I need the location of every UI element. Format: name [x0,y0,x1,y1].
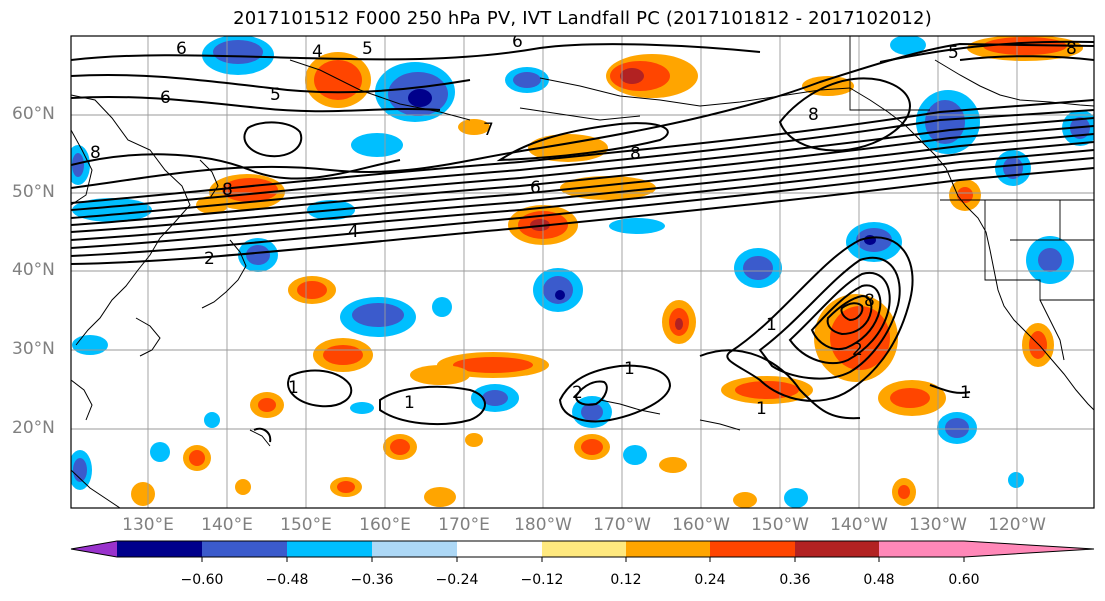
contour-label: 1 [756,399,767,419]
lon-label: 130°W [909,515,967,535]
lon-label: 170°W [593,515,651,535]
map-panel: 6 5 4 6 5 8 7 8 6 8 8 5 6 4 2 1 1 2 1 1 … [71,32,1094,508]
colorbar-segment [372,541,457,557]
contour-label: 5 [362,39,373,59]
map-title: 2017101512 F000 250 hPa PV, IVT Landfall… [233,8,932,29]
colorbar [70,540,1095,562]
lon-label: 120°W [988,515,1046,535]
lon-label: 180°W [514,515,572,535]
contour-label: 4 [348,222,359,242]
colorbar-extend-high [964,541,1094,557]
contour-label: 8 [630,144,641,164]
contour-label: 1 [288,378,299,398]
colorbar-segment [287,541,372,557]
contour-label: 8 [1066,39,1077,59]
colorbar-tick-label: −0.12 [520,572,564,588]
contour-label: 4 [312,42,323,62]
contour-label: 8 [90,143,101,163]
contour-label: 8 [864,291,875,311]
colorbar-segment [795,541,879,557]
contour-label: 1 [766,315,777,335]
contour-label: 1 [624,359,635,379]
colorbar-outline [70,540,1095,558]
lon-label: 160°E [359,515,411,535]
lon-label: 160°W [672,515,730,535]
colorbar-extend-low [71,541,117,557]
lon-label: 150°W [751,515,809,535]
colorbar-segment [117,541,202,557]
colorbar-segment [710,541,795,557]
contour-label: 5 [270,85,281,105]
colorbar-tick-label: 0.36 [779,572,811,588]
contour-label: 5 [948,43,959,63]
ivt-contours [71,40,1094,265]
map-frame [70,35,1095,509]
contour-label: 6 [176,39,187,59]
lon-label: 140°E [201,515,253,535]
contour-label: 2 [204,249,215,269]
lat-label: 50°N [12,182,55,202]
contour-label: 8 [222,180,233,200]
lat-label: 40°N [12,260,55,280]
contour-label: 2 [852,340,863,360]
political-borders [849,36,1094,301]
lat-label: 30°N [12,339,55,359]
colorbar-segment [542,541,626,557]
lat-label: 60°N [12,104,55,124]
pv-anomaly-shading [71,36,1094,508]
lon-label: 130°E [122,515,174,535]
contour-label: 7 [483,120,494,140]
contour-label: 1 [404,393,415,413]
colorbar-tick-label: −0.60 [180,572,224,588]
lon-label: 140°W [830,515,888,535]
colorbar-tick-label: −0.36 [350,572,394,588]
coastlines [71,59,1094,508]
colorbar-tick-label: 0.48 [863,572,895,588]
colorbar-tick-label: 0.60 [948,572,980,588]
colorbar-segment [202,541,287,557]
contour-label: 6 [530,178,541,198]
contour-label: 2 [572,383,583,403]
colorbar-tick-label: 0.24 [694,572,726,588]
lon-label: 170°E [438,515,490,535]
lat-label: 20°N [12,418,55,438]
colorbar-tick-label: −0.48 [265,572,309,588]
colorbar-tick-label: −0.24 [435,572,479,588]
contour-label: 6 [160,88,171,108]
lon-label: 150°E [280,515,332,535]
contour-label: 1 [960,383,971,403]
ivt-negative-contours [253,236,971,443]
contour-value-labels: 6 5 4 6 5 8 7 8 6 8 8 5 6 4 2 1 1 2 1 1 … [90,32,1077,419]
contour-label: 6 [512,32,523,52]
colorbar-tick-label: 0.12 [610,572,642,588]
colorbar-segment [457,541,542,557]
colorbar-segment [626,541,710,557]
contour-label: 8 [808,105,819,125]
colorbar-segment [879,541,964,557]
